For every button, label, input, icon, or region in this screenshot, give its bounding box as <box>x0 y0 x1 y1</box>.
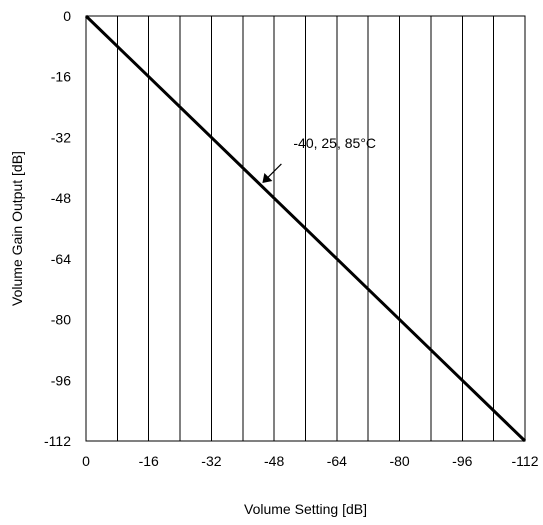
y-tick-label: 0 <box>63 8 71 24</box>
y-tick-label: -32 <box>51 129 71 145</box>
x-tick-label: -64 <box>327 453 347 469</box>
y-tick-label: -64 <box>51 251 71 267</box>
grid <box>116 16 495 441</box>
series-layer <box>84 14 527 443</box>
annotation-arrowhead <box>262 172 273 183</box>
x-tick-label: -112 <box>512 453 539 469</box>
x-tick-label: -32 <box>201 453 221 469</box>
y-tick-label: -16 <box>51 69 71 85</box>
plot-frame <box>85 15 526 442</box>
y-tick-label: -48 <box>51 190 71 206</box>
x-tick-label: -80 <box>389 453 409 469</box>
y-tick-label: -96 <box>51 372 71 388</box>
annotation-layer: -40, 25, 85°C <box>262 135 376 183</box>
x-axis-title: Volume Setting [dB] <box>244 501 367 517</box>
y-axis-title: Volume Gain Output [dB] <box>9 151 25 306</box>
y-tick-label: -112 <box>44 433 71 449</box>
x-tick-label: -16 <box>139 453 159 469</box>
y-tick-labels: 0 -16 -32 -48 -64 -80 -96 -112 <box>44 8 71 449</box>
x-tick-labels: 0 -16 -32 -48 -64 -80 -96 -112 <box>82 453 539 469</box>
annotation-arrow <box>266 163 282 179</box>
series-line <box>84 14 527 443</box>
y-tick-label: -80 <box>51 312 71 328</box>
x-tick-label: 0 <box>82 453 90 469</box>
x-tick-label: -96 <box>452 453 472 469</box>
annotation-label: -40, 25, 85°C <box>293 135 376 151</box>
x-tick-label: -48 <box>264 453 284 469</box>
